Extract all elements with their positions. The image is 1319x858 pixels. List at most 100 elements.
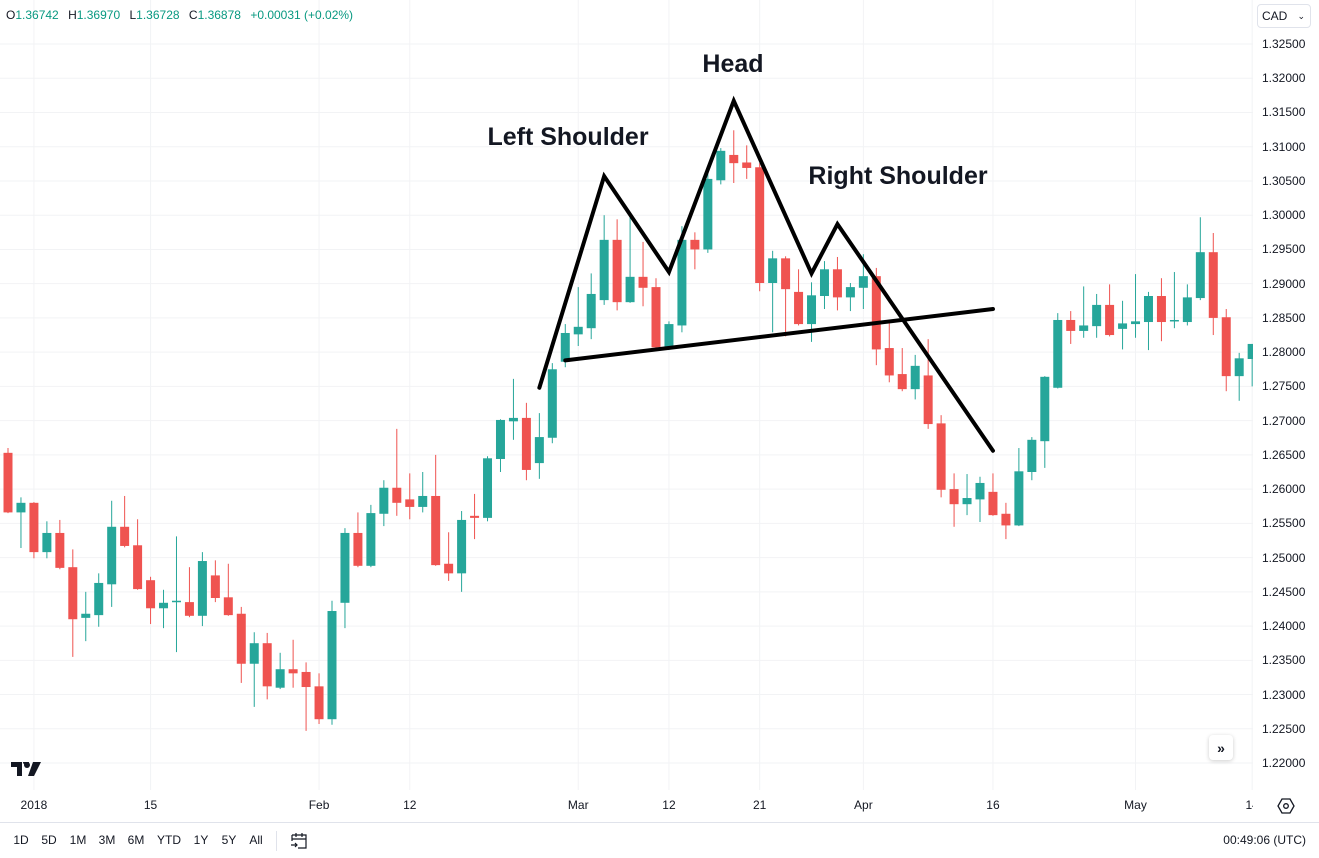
range-3m-button[interactable]: 3M: [98, 833, 116, 847]
candle-body-down: [301, 671, 311, 688]
price-axis[interactable]: 1.32500 1.32000 1.31500 1.31000 1.30500 1.300…: [1253, 0, 1319, 790]
tradingview-logo: [11, 759, 41, 781]
candle-body-up: [677, 239, 687, 326]
range-all-button[interactable]: All: [249, 833, 263, 847]
candle-body-up: [197, 561, 207, 616]
scroll-to-realtime-button[interactable]: »: [1209, 735, 1233, 760]
range-1m-button[interactable]: 1M: [69, 833, 87, 847]
range-1d-button[interactable]: 1D: [13, 833, 29, 847]
toolbar-divider: [276, 831, 277, 851]
range-5d-button[interactable]: 5D: [41, 833, 57, 847]
candle-body-down: [3, 452, 13, 513]
time-tick-label: May: [1124, 798, 1147, 812]
price-tick-label: 1.27000: [1262, 413, 1306, 428]
candle-body-up: [845, 287, 855, 298]
candle-body-down: [470, 515, 480, 518]
candle-body-up: [858, 276, 868, 288]
currency-value: CAD: [1262, 9, 1288, 23]
candle-body-up: [1247, 343, 1253, 360]
range-1y-button[interactable]: 1Y: [193, 833, 209, 847]
candle-body-down: [612, 239, 622, 303]
candle-body-up: [768, 258, 778, 283]
candle-body-down: [1221, 317, 1231, 377]
candle-body-up: [171, 600, 181, 603]
price-tick-label: 1.23000: [1262, 687, 1306, 702]
currency-select[interactable]: CAD ⌄: [1257, 4, 1311, 28]
price-tick-label: 1.24000: [1262, 619, 1306, 634]
candle-body-up: [1182, 297, 1192, 323]
range-5y-button[interactable]: 5Y: [221, 833, 237, 847]
candle-body-up: [1027, 439, 1037, 472]
candle-body-down: [1156, 296, 1166, 323]
candle-body-up: [275, 669, 285, 688]
candle-body-down: [1208, 252, 1218, 318]
close-label: C: [188, 8, 198, 22]
candle-body-up: [716, 150, 726, 181]
candle-body-up: [534, 437, 544, 464]
clock-timezone[interactable]: 00:49:06 (UTC): [1223, 833, 1306, 847]
candle-body-up: [327, 611, 337, 720]
chart-pane[interactable]: O1.36742 H1.36970 L1.36728 C1.36878 +0.0…: [0, 0, 1253, 790]
candle-body-up: [560, 332, 570, 362]
candle-body-down: [742, 162, 752, 168]
candle-body-down: [133, 545, 143, 590]
candle-body-down: [314, 686, 324, 720]
range-ytd-button[interactable]: YTD: [157, 833, 181, 847]
price-tick-label: 1.27500: [1262, 379, 1306, 394]
candle-body-up: [910, 365, 920, 390]
candle-body-up: [807, 295, 817, 325]
candle-body-down: [781, 258, 791, 290]
price-tick-label: 1.22500: [1262, 721, 1306, 736]
candle-body-down: [1105, 304, 1115, 336]
time-tick-label: 15: [143, 798, 158, 812]
candle-body-up: [366, 513, 376, 566]
time-tick-label: 2018: [20, 798, 48, 812]
candle-body-up: [107, 526, 117, 585]
candle-body-up: [1079, 325, 1089, 331]
calendar-goto-icon[interactable]: [289, 831, 309, 856]
open-value: 1.36742: [15, 8, 59, 22]
candle-body-down: [444, 563, 454, 574]
annotation-head[interactable]: Head: [702, 50, 764, 78]
candle-body-down: [897, 374, 907, 390]
candle-body-up: [1014, 471, 1024, 526]
chart-settings-icon[interactable]: [1277, 797, 1295, 815]
price-tick-label: 1.29000: [1262, 276, 1306, 291]
annotation-right-shoulder[interactable]: Right Shoulder: [808, 162, 988, 190]
price-tick-label: 1.24500: [1262, 584, 1306, 599]
change-value: +0.00031 (+0.02%): [250, 8, 354, 22]
candle-body-up: [586, 293, 596, 329]
price-tick-label: 1.28000: [1262, 345, 1306, 360]
candle-body-down: [146, 580, 156, 609]
open-label: O: [6, 8, 16, 22]
candle-body-up: [379, 487, 389, 514]
candle-body-down: [832, 269, 842, 298]
candle-body-up: [16, 502, 26, 513]
annotation-left-shoulder[interactable]: Left Shoulder: [487, 123, 649, 151]
candle-body-up: [418, 495, 428, 507]
candle-body-up: [573, 326, 583, 335]
range-6m-button[interactable]: 6M: [127, 833, 145, 847]
head-and-shoulders-outline-drawing: [537, 95, 995, 453]
candle-body-up: [483, 458, 493, 518]
candle-body-down: [1066, 319, 1076, 331]
candle-body-up: [547, 369, 557, 438]
ohlc-legend: O1.36742 H1.36970 L1.36728 C1.36878 +0.0…: [6, 8, 359, 22]
candle-body-down: [431, 495, 441, 566]
candle-body-down: [392, 487, 402, 503]
candle-body-up: [819, 269, 829, 297]
candle-body-down: [690, 239, 700, 250]
candle-body-up: [1131, 321, 1141, 325]
time-tick-label: 14: [1245, 798, 1253, 812]
candle-body-up: [1040, 376, 1050, 442]
price-tick-label: 1.26500: [1262, 447, 1306, 462]
time-axis[interactable]: 2018 15 Feb 12 Mar 12 21 Apr 16 May 14: [0, 790, 1253, 822]
candle-body-up: [249, 643, 259, 664]
candle-body-down: [120, 526, 130, 546]
candle-body-up: [1169, 319, 1179, 322]
candle-body-up: [508, 417, 518, 422]
candle-body-down: [988, 491, 998, 516]
candle-body-up: [81, 613, 91, 618]
time-tick-label: 12: [403, 798, 417, 812]
price-tick-label: 1.30000: [1262, 208, 1306, 223]
